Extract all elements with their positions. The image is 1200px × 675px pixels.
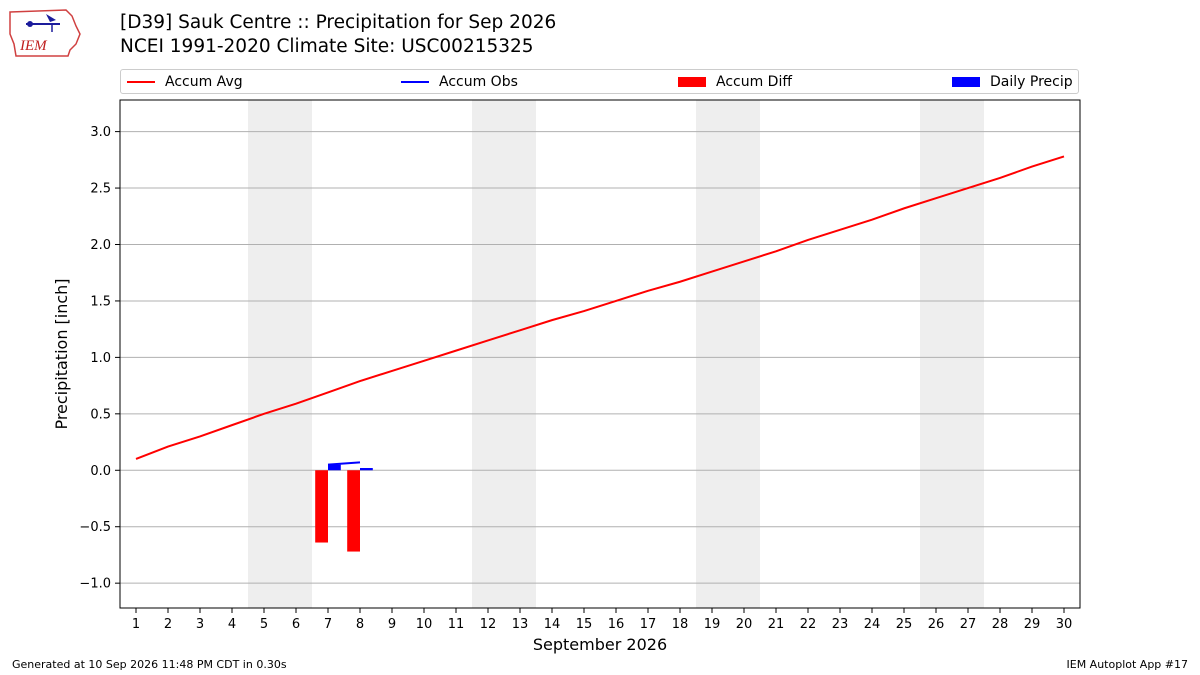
legend-item-accum-avg: Accum Avg [127, 73, 243, 91]
legend-item-accum-diff: Accum Diff [678, 73, 792, 91]
x-tick-label: 23 [832, 617, 849, 632]
x-tick-label: 14 [544, 617, 561, 632]
legend-label-accum-avg: Accum Avg [165, 74, 243, 90]
x-tick-label: 30 [1056, 617, 1073, 632]
x-tick-label: 26 [928, 617, 945, 632]
x-tick-label: 10 [416, 617, 433, 632]
x-axis-label: September 2026 [533, 635, 667, 654]
x-tick-label: 4 [228, 617, 236, 632]
x-tick-label: 16 [608, 617, 625, 632]
x-tick-label: 24 [864, 617, 881, 632]
y-tick-label: 0.5 [90, 407, 111, 422]
weekend-shade [472, 100, 536, 608]
x-tick-label: 9 [388, 617, 396, 632]
accum-diff-bar [315, 470, 328, 543]
accum-diff-bar [347, 470, 360, 552]
iowa-state-outline [9, 9, 81, 57]
legend-item-accum-obs: Accum Obs [401, 73, 518, 91]
daily-precip-bar [328, 464, 341, 471]
x-tick-label: 6 [292, 617, 300, 632]
x-tick-label: 28 [992, 617, 1009, 632]
y-tick-label: 0.0 [90, 464, 111, 479]
x-tick-label: 13 [512, 617, 529, 632]
y-tick-label: 3.0 [90, 125, 111, 140]
accum-avg-line [135, 155, 1065, 460]
x-tick-label: 1 [132, 617, 140, 632]
x-tick-label: 25 [896, 617, 913, 632]
x-tick-label: 3 [196, 617, 204, 632]
x-tick-label: 21 [768, 617, 785, 632]
legend-label-daily-precip: Daily Precip [990, 74, 1073, 90]
daily-precip-bar [360, 468, 373, 471]
x-tick-label: 15 [576, 617, 593, 632]
plot-frame [119, 99, 1081, 609]
y-tick-label: 1.5 [90, 294, 111, 309]
legend-swatch-accum-diff [678, 77, 706, 87]
x-tick-label: 22 [800, 617, 817, 632]
weekend-shade [696, 100, 760, 608]
weekend-shade [248, 100, 312, 608]
y-tick-label: 2.5 [90, 182, 111, 197]
x-tick-label: 18 [672, 617, 689, 632]
accum-obs-line [327, 461, 361, 466]
x-tick-label: 19 [704, 617, 721, 632]
x-tick-label: 5 [260, 617, 268, 632]
legend-label-accum-obs: Accum Obs [439, 74, 518, 90]
legend-label-accum-diff: Accum Diff [716, 74, 793, 90]
app-label: IEM Autoplot App #17 [1066, 658, 1189, 671]
legend-swatch-daily-precip [952, 77, 980, 87]
legend-item-daily-precip: Daily Precip [952, 73, 1073, 91]
generated-timestamp: Generated at 10 Sep 2026 11:48 PM CDT in… [12, 658, 287, 671]
legend-swatch-accum-obs [401, 81, 429, 83]
y-tick-label: −0.5 [79, 520, 111, 535]
y-tick-label: 1.0 [90, 351, 111, 366]
legend: Accum Avg Accum Obs Accum Diff Daily Pre… [120, 69, 1079, 94]
x-tick-label: 7 [324, 617, 332, 632]
x-tick-label: 20 [736, 617, 753, 632]
x-tick-label: 8 [356, 617, 364, 632]
x-tick-label: 17 [640, 617, 657, 632]
x-tick-label: 12 [480, 617, 497, 632]
chart-subtitle: NCEI 1991-2020 Climate Site: USC00215325 [120, 36, 534, 57]
y-tick-label: 2.0 [90, 238, 111, 253]
y-tick-label: −1.0 [79, 577, 111, 592]
x-tick-label: 11 [448, 617, 465, 632]
x-tick-label: 27 [960, 617, 977, 632]
weekend-shade [920, 100, 984, 608]
y-axis-label: Precipitation [inch] [52, 278, 71, 429]
logo-text: IEM [19, 38, 48, 54]
chart-title: [D39] Sauk Centre :: Precipitation for S… [120, 12, 557, 33]
x-tick-label: 29 [1024, 617, 1041, 632]
x-tick-label: 2 [164, 617, 172, 632]
legend-swatch-accum-avg [127, 81, 155, 83]
iem-logo: IEM [9, 9, 81, 57]
